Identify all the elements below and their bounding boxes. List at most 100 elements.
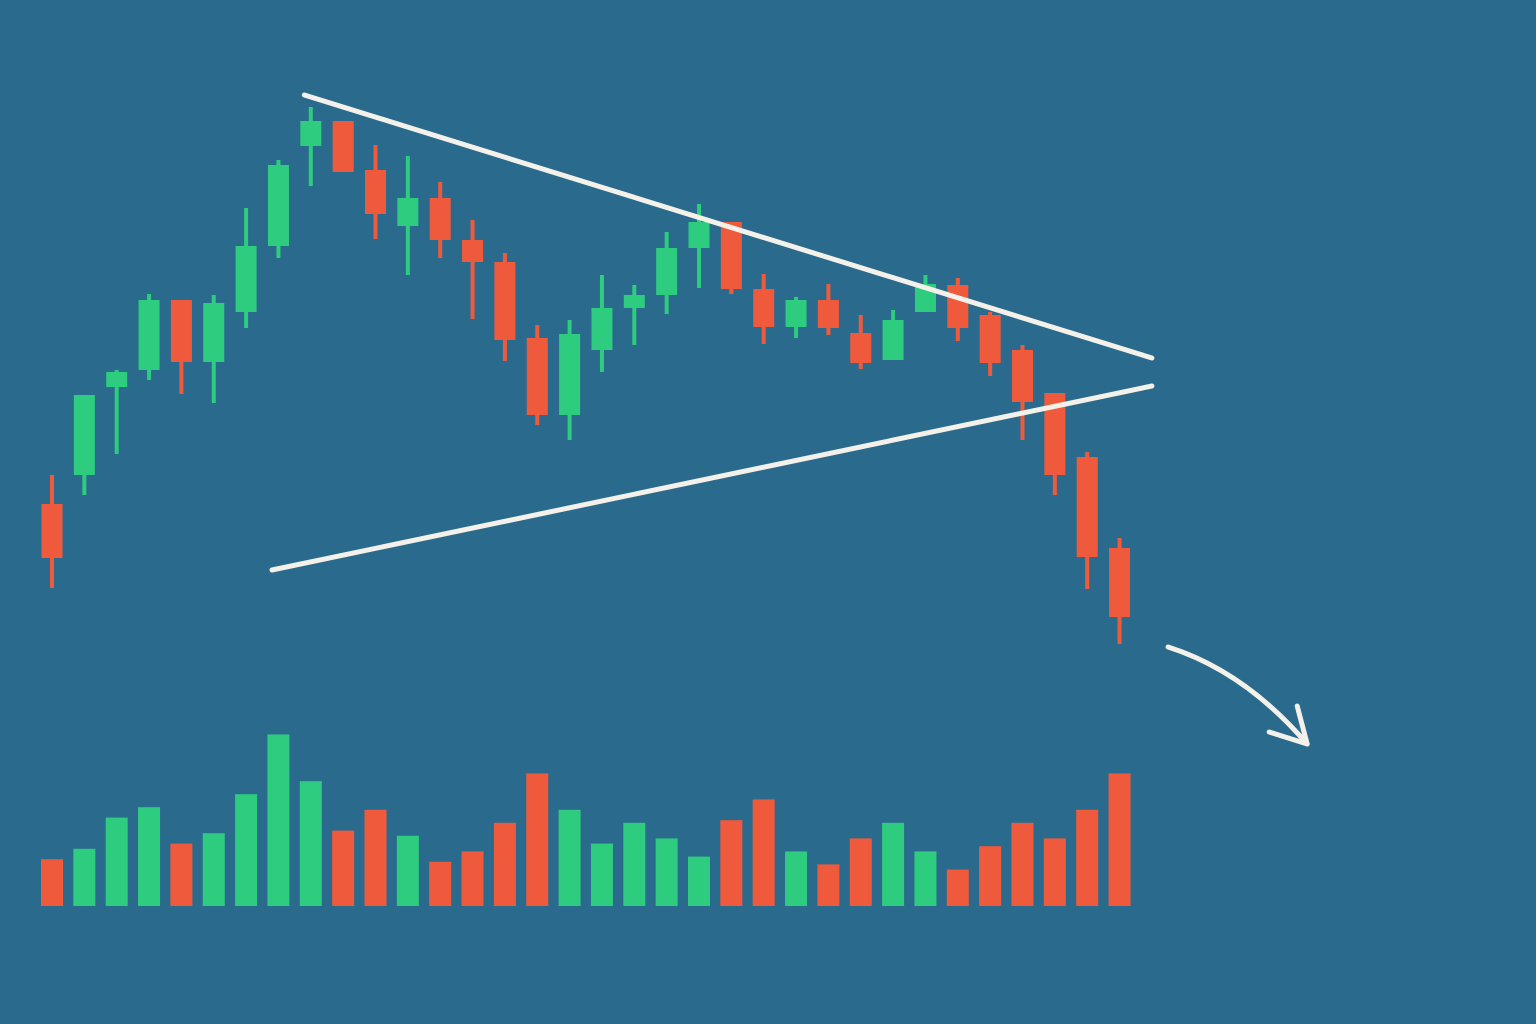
volume-bar — [946, 869, 969, 906]
candle-body — [559, 334, 581, 415]
candle-body — [688, 222, 710, 248]
candle-body — [203, 303, 225, 362]
arrow-shaft — [1165, 644, 1310, 747]
volume-bar — [590, 843, 613, 906]
candle-body — [947, 285, 969, 328]
candle-body — [397, 198, 419, 226]
lower-trendline — [269, 383, 1155, 573]
candle-body — [720, 222, 742, 289]
candlestick — [753, 274, 775, 344]
volume-bar — [882, 822, 905, 906]
trendlines — [269, 92, 1155, 573]
volume-bar — [170, 843, 193, 906]
candlestick — [267, 160, 289, 258]
candle-body — [591, 308, 613, 350]
volume-bar — [623, 822, 646, 906]
volume-bar — [73, 848, 96, 906]
volume-bar — [558, 809, 581, 906]
upper-trendline — [301, 92, 1155, 361]
volume-bar — [396, 835, 419, 906]
candlestick — [397, 156, 419, 275]
candlestick — [106, 370, 128, 454]
candle-body — [494, 262, 516, 340]
volume-bar — [41, 859, 63, 906]
volume-bar — [849, 838, 872, 906]
candlestick — [1076, 452, 1098, 589]
volume-bar — [299, 781, 322, 906]
volume-bar — [1108, 773, 1131, 906]
candle-body — [429, 198, 451, 240]
candle-body — [1012, 350, 1033, 402]
candle-body — [462, 240, 484, 262]
volume-bar — [785, 851, 808, 906]
candlestick — [656, 232, 678, 314]
candle-body — [753, 289, 775, 327]
candlestick — [526, 325, 548, 425]
candlestick — [429, 182, 451, 258]
candlestick — [73, 395, 95, 495]
candle-body — [1076, 457, 1098, 557]
candle-body — [138, 300, 160, 370]
candle-body — [106, 372, 128, 387]
candlestick — [850, 315, 872, 369]
candlestick — [785, 297, 807, 338]
candlestick — [41, 475, 63, 588]
candle-body — [656, 248, 678, 295]
volume-bar — [364, 809, 387, 906]
candlestick — [1044, 393, 1066, 495]
candle-body — [785, 300, 807, 327]
volume-bar — [655, 838, 678, 906]
candle-wick — [114, 370, 119, 454]
volume-bar — [720, 820, 743, 906]
candle-body — [979, 315, 1001, 363]
candle-wick — [632, 285, 637, 345]
candle-wick — [470, 220, 475, 319]
candle-body — [41, 504, 63, 558]
candle-body — [170, 300, 192, 362]
candle-body — [623, 295, 645, 308]
volume-bar — [461, 851, 484, 906]
volume-bar — [1043, 838, 1066, 906]
candlestick — [300, 107, 322, 186]
candlestick — [494, 253, 516, 361]
candlestick — [1109, 538, 1131, 644]
candlestick — [559, 320, 581, 440]
candle-body — [850, 333, 872, 363]
candlesticks — [41, 107, 1131, 644]
candlestick — [591, 275, 613, 372]
candle-wick — [308, 107, 313, 186]
candle-body — [365, 170, 386, 214]
candlestick — [979, 312, 1001, 376]
volume-bar — [267, 734, 290, 906]
volume-bar — [688, 856, 710, 906]
volume-bar — [235, 794, 258, 906]
candle-body — [526, 338, 548, 415]
volume-bar — [817, 864, 840, 906]
candle-body — [300, 121, 322, 146]
candlestick — [365, 145, 386, 239]
candle-body — [235, 246, 257, 312]
candlestick — [332, 121, 354, 172]
candlestick — [817, 284, 839, 335]
candle-body — [817, 300, 839, 328]
candlestick — [138, 294, 160, 380]
candlestick — [170, 300, 192, 394]
volume-bar — [105, 817, 128, 906]
candle-body — [882, 320, 904, 360]
volume-bar — [493, 822, 516, 906]
volume-bar — [202, 833, 225, 906]
volume-bar — [1076, 809, 1099, 906]
volume-bars — [41, 734, 1131, 906]
candlestick — [623, 285, 645, 345]
volume-bar — [138, 807, 161, 906]
volume-bar — [752, 799, 775, 906]
candlestick — [688, 204, 710, 288]
candlestick — [203, 295, 225, 403]
volume-bar — [332, 830, 355, 906]
breakdown-arrow — [1165, 644, 1310, 747]
candlestick — [882, 310, 904, 360]
candle-body — [73, 395, 95, 475]
candlestick — [235, 208, 257, 328]
volume-bar — [914, 851, 937, 906]
